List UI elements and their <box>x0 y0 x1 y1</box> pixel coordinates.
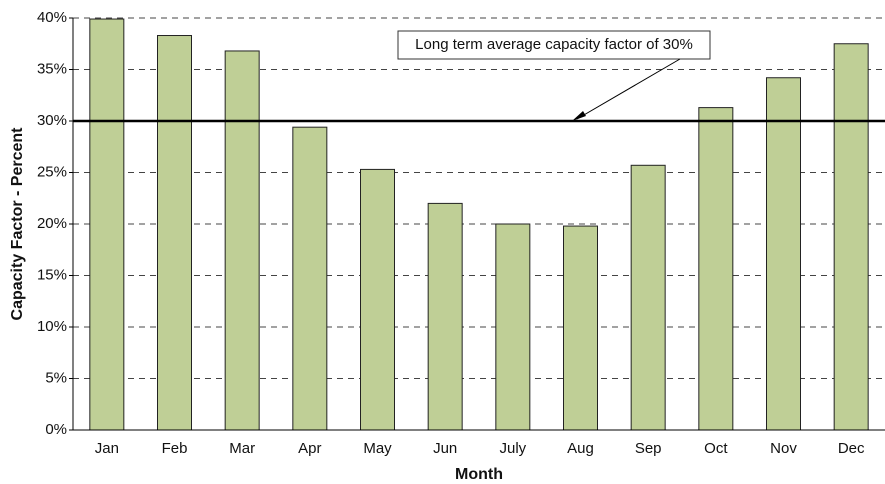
annotation-box <box>397 30 711 60</box>
x-tick-label: Feb <box>162 440 188 457</box>
bar <box>224 50 260 431</box>
x-tick-label: Apr <box>298 440 321 457</box>
x-tick-label: Aug <box>567 440 594 457</box>
y-tick-label: 10% <box>37 318 67 335</box>
x-tick-label: Jan <box>95 440 119 457</box>
y-tick-label: 30% <box>37 112 67 129</box>
bar <box>360 168 395 431</box>
arrow-head <box>572 111 586 121</box>
x-tick-label: Sep <box>635 440 662 457</box>
bar <box>766 77 801 431</box>
x-axis-label: Month <box>455 466 503 483</box>
x-tick-label: Nov <box>770 440 797 457</box>
x-tick-label: Dec <box>838 440 865 457</box>
y-tick-label: 35% <box>37 60 67 77</box>
x-tick-label: July <box>499 440 526 457</box>
y-tick-label: 0% <box>45 421 67 438</box>
bar <box>427 202 463 431</box>
bar <box>833 43 869 431</box>
y-tick-label: 15% <box>37 266 67 283</box>
bar <box>89 18 125 431</box>
bar <box>563 225 598 431</box>
y-tick-label: 20% <box>37 215 67 232</box>
x-tick-label: Mar <box>229 440 255 457</box>
bar <box>157 35 192 431</box>
y-tick-label: 5% <box>45 369 67 386</box>
bar <box>292 126 328 431</box>
y-tick-label: 40% <box>37 9 67 26</box>
bar <box>698 107 734 431</box>
bar <box>495 223 531 431</box>
x-tick-label: Oct <box>704 440 728 457</box>
y-axis-label: Capacity Factor - Percent <box>9 127 26 321</box>
y-tick-label: 25% <box>37 163 67 180</box>
x-tick-label: Jun <box>433 440 457 457</box>
annotation: Long term average capacity factor of 30% <box>415 36 693 53</box>
bar <box>630 164 666 431</box>
annotation-arrow <box>576 58 681 120</box>
x-tick-label: May <box>363 440 392 457</box>
